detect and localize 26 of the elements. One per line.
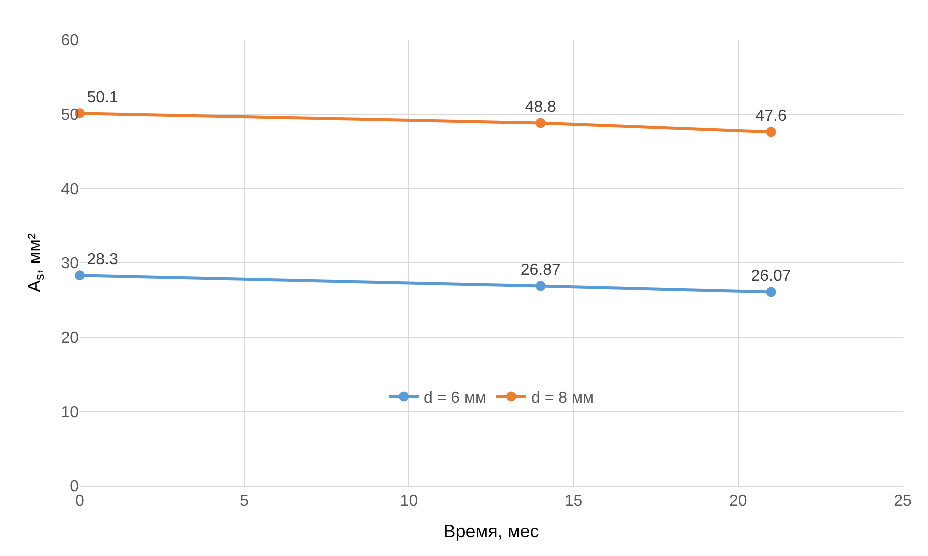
x-tick-label: 5 <box>240 493 250 510</box>
x-axis-title: Время, мес <box>444 521 540 542</box>
legend-label: d = 8 мм <box>531 390 594 407</box>
y-tick-label: 30 <box>61 256 80 273</box>
x-tick-label: 20 <box>730 493 748 510</box>
data-label: 48.8 <box>525 99 557 116</box>
y-tick-label: 50 <box>61 106 80 124</box>
x-tick-label: 25 <box>894 493 912 510</box>
y-tick-label: 0 <box>70 478 80 496</box>
y-tick-label: 20 <box>61 330 80 347</box>
data-label: 50.1 <box>87 89 118 106</box>
data-label: 28.3 <box>87 251 118 268</box>
point <box>766 127 776 138</box>
data-label: 26.87 <box>520 262 561 280</box>
data-label: 26.07 <box>751 268 792 285</box>
y-tick-label: 40 <box>61 181 80 198</box>
y-tick-label: 60 <box>61 32 80 50</box>
point <box>75 270 85 281</box>
point <box>536 281 546 292</box>
x-tick-label: 15 <box>564 493 583 510</box>
point <box>766 287 776 298</box>
legend-label: d = 6 мм <box>424 390 486 407</box>
data-label: 47.6 <box>756 108 787 125</box>
point <box>536 118 546 128</box>
y-tick-label: 10 <box>61 404 80 422</box>
x-tick-label: 10 <box>400 493 418 510</box>
